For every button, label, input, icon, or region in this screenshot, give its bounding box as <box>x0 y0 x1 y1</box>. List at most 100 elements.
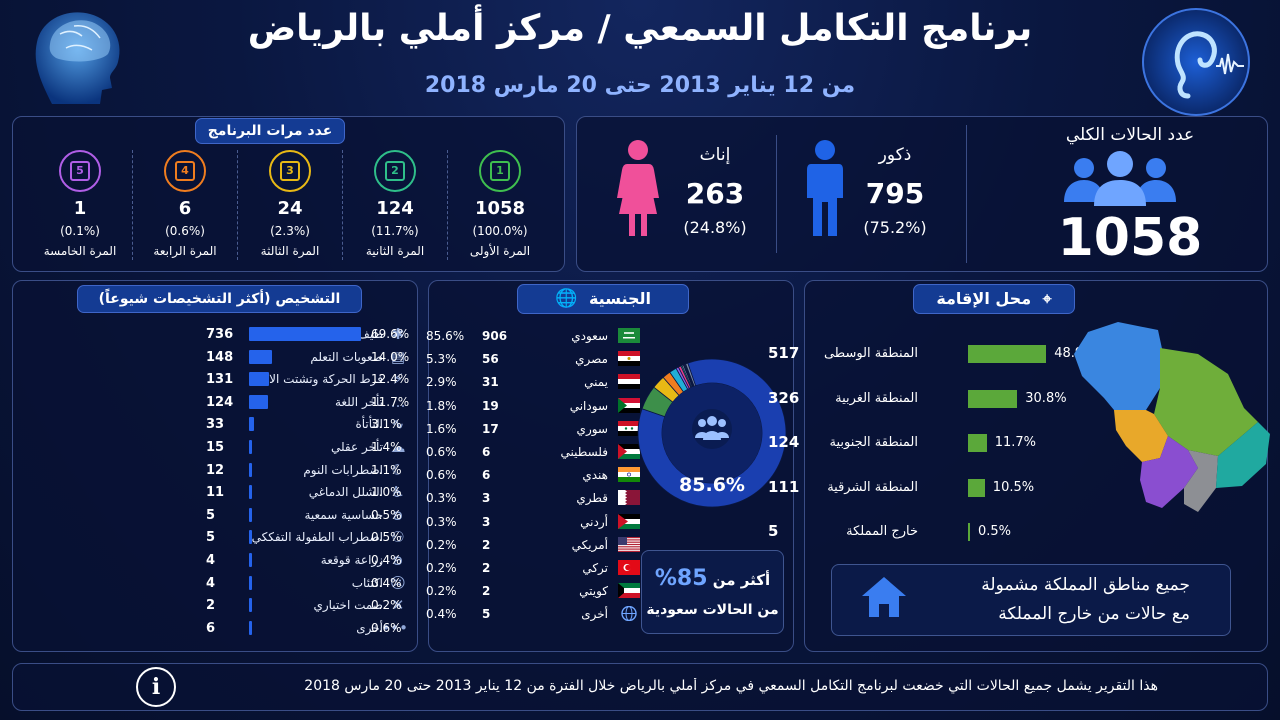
nationality-row: قطري 3 0.3% <box>426 488 640 510</box>
nationality-label: فلسطيني <box>560 445 608 459</box>
totals-divider <box>966 125 967 263</box>
diagnosis-row: … تأخر اللغة 124 11.7% <box>3 392 418 414</box>
highlight-line2: من الحالات سعودية <box>646 602 779 618</box>
nationality-row: تركي 2 0.2% <box>426 558 640 580</box>
nationality-value: 906 <box>482 329 508 343</box>
nationality-label: سوري <box>576 421 608 436</box>
diagnosis-label: تأخر عقلي <box>330 440 383 454</box>
residence-percent: 30.8% <box>1025 390 1067 406</box>
diagnosis-label: فرط الحركة وتشتت الانتباه <box>248 372 383 387</box>
nationality-label: مصري <box>575 352 608 367</box>
speech-bubble-icon: … <box>390 392 406 411</box>
nationality-row: كويتي 2 0.2% <box>426 581 640 603</box>
book-icon: ▤ <box>390 347 406 366</box>
residence-label: المنطقة الشرقية <box>827 479 918 495</box>
diagnosis-value: 148 <box>206 349 234 365</box>
diagnosis-row: ∿ التأتأة 33 3.1% <box>3 414 418 436</box>
diagnosis-percent: 0.5% <box>371 530 402 545</box>
diagnosis-label: التأتأة <box>355 417 383 432</box>
residence-bar <box>968 345 1047 363</box>
india-flag-icon <box>618 467 640 483</box>
round-percent: (0.1%) <box>60 224 100 238</box>
donut-center-percent: 85.6% <box>679 474 745 496</box>
waveform-icon: ∿ <box>391 415 405 434</box>
diagnosis-percent: 0.4% <box>371 575 402 590</box>
highlight-line1: أكثر من 85% <box>641 566 784 591</box>
round-percent: (0.6%) <box>165 224 205 238</box>
diagnosis-value: 5 <box>206 530 216 546</box>
diagnosis-label: اضطرابات النوم <box>303 462 383 477</box>
diagnosis-bar <box>249 417 255 432</box>
nationality-row: أخرى 5 0.4% <box>426 604 640 626</box>
diagnosis-percent: 14.0% <box>371 349 410 364</box>
round-count: 124 <box>376 198 414 219</box>
globe-icon <box>618 606 640 622</box>
donut-group-icon <box>687 408 737 450</box>
nationality-percent: 5.3% <box>426 352 457 367</box>
diagnosis-value: 131 <box>206 372 234 388</box>
usa-flag-icon <box>618 536 640 552</box>
cochlear-icon: ʚ <box>393 551 403 569</box>
nationality-value: 6 <box>482 445 491 459</box>
female-value: 263 <box>685 177 745 210</box>
sudan-flag-icon <box>618 397 640 413</box>
round-item: 3 24 (2.3%) المرة الثالثة <box>240 150 340 258</box>
jordan-flag-icon <box>618 513 640 529</box>
round-count: 1058 <box>474 198 526 219</box>
round-label: المرة الرابعة <box>153 244 217 258</box>
nationality-percent: 0.3% <box>426 514 457 529</box>
family-icon: ⚇ <box>391 528 405 547</box>
nationality-value: 2 <box>482 537 491 552</box>
diagnosis-value: 6 <box>206 620 216 636</box>
page-title: برنامج التكامل السمعي / مركز أملي بالريا… <box>247 8 1033 49</box>
diagnosis-bar <box>249 462 252 477</box>
residence-bar <box>968 389 1018 408</box>
wheelchair-icon: ♿ <box>391 483 405 502</box>
male-icon <box>805 140 845 240</box>
round-divider <box>342 150 343 260</box>
diagnosis-value: 124 <box>206 394 234 410</box>
nationality-value: 19 <box>482 398 499 413</box>
diagnosis-value: 4 <box>206 575 216 591</box>
female-icon <box>615 140 661 240</box>
total-value: 1058 <box>1057 208 1203 268</box>
group-icon <box>1060 150 1180 210</box>
nationality-label: هندي <box>582 468 608 483</box>
diagnosis-row: ♿ الشلل الدماغي 11 1.0% <box>3 482 418 504</box>
diagnosis-value: 4 <box>206 553 216 568</box>
diagnosis-row: ▤ صعوبات التعلم 148 14.0% <box>3 347 418 369</box>
diagnosis-percent: 69.6% <box>371 327 410 341</box>
diagnosis-label: حساسية سمعية <box>304 507 383 522</box>
info-icon: i <box>136 667 176 707</box>
residence-row: خارج المملكة 5 0.5% <box>598 520 1011 544</box>
residence-label: المنطقة الغربية <box>835 390 918 406</box>
diagnosis-bar <box>249 507 252 522</box>
round-item: 2 124 (11.7%) المرة الثانية <box>345 150 445 258</box>
diagnosis-percent: 0.5% <box>371 507 402 522</box>
nationality-row: فلسطيني 6 0.6% <box>426 442 640 464</box>
nationality-percent: 1.6% <box>426 421 457 436</box>
gender-divider <box>776 135 777 253</box>
diagnosis-bar <box>249 440 252 454</box>
diagnosis-label: صمت اختياري <box>313 598 383 613</box>
residence-row: المنطقة الجنوبية 124 11.7% <box>598 431 1036 455</box>
nationality-title: الجنسية 🌐 <box>517 284 689 314</box>
round-item: 4 6 (0.6%) المرة الرابعة <box>135 150 235 258</box>
footer-panel <box>12 663 1268 711</box>
kuwait-flag-icon <box>618 583 640 599</box>
diagnosis-percent: 1.0% <box>371 485 402 500</box>
residence-value: 326 <box>768 388 800 407</box>
female-label: إناث <box>699 145 731 165</box>
calendar-number: 3 <box>280 161 300 181</box>
palestine-flag-icon <box>618 444 640 459</box>
male-label: ذكور <box>878 145 912 165</box>
residence-percent: 10.5% <box>992 479 1035 495</box>
round-divider <box>447 150 448 260</box>
diagnosis-bar <box>249 620 252 635</box>
diagnosis-bar <box>249 327 361 341</box>
nationality-percent: 0.6% <box>426 468 457 483</box>
nationality-label: تركي <box>582 561 608 575</box>
diagnosis-panel <box>12 280 418 652</box>
diagnosis-bar <box>249 530 252 545</box>
nationality-label: سعودي <box>571 329 608 343</box>
